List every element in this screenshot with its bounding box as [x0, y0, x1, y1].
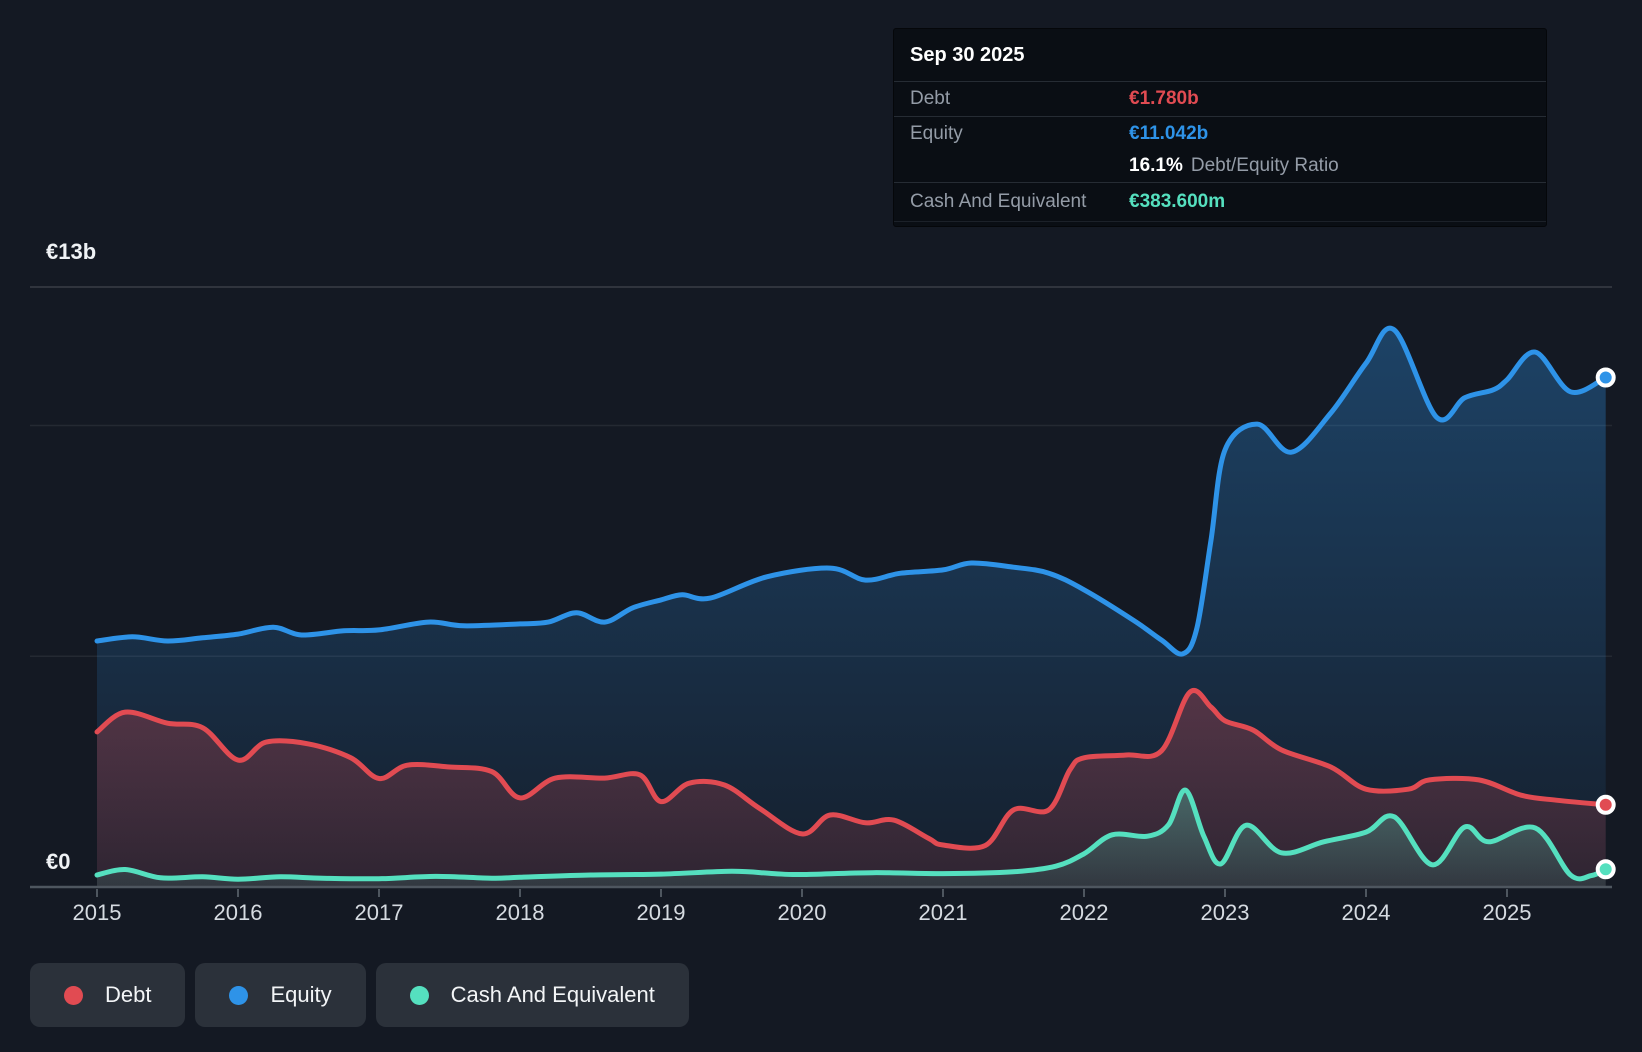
tooltip-equity-label: Equity	[910, 123, 1129, 145]
x-axis-label-2016: 2016	[214, 900, 263, 925]
tooltip-cash-label: Cash And Equivalent	[910, 191, 1129, 213]
tooltip-debt-label: Debt	[910, 88, 1129, 110]
x-axis-label-2021: 2021	[919, 900, 968, 925]
tooltip-row-debt: Debt €1.780b	[894, 82, 1546, 117]
equity-series-dot-icon	[229, 986, 248, 1005]
x-axis-label-2023: 2023	[1201, 900, 1250, 925]
tooltip-row-cash: Cash And Equivalent €383.600m	[894, 183, 1546, 222]
x-axis-label-2020: 2020	[778, 900, 827, 925]
tooltip-date: Sep 30 2025	[894, 29, 1546, 82]
tooltip-equity-value: €11.042b	[1129, 123, 1208, 145]
cash-series-dot-icon	[410, 986, 429, 1005]
x-axis-label-2022: 2022	[1060, 900, 1109, 925]
legend-item-debt[interactable]: Debt	[30, 963, 185, 1027]
cash-and-equivalent-end-marker[interactable]	[1598, 861, 1614, 877]
y-axis-label-top: €13b	[46, 239, 96, 264]
debt-series-dot-icon	[64, 986, 83, 1005]
equity-end-marker[interactable]	[1598, 370, 1614, 386]
chart-legend: Debt Equity Cash And Equivalent	[30, 963, 689, 1027]
x-axis-label-2025: 2025	[1483, 900, 1532, 925]
tooltip-cash-value: €383.600m	[1129, 191, 1225, 213]
x-axis-label-2019: 2019	[637, 900, 686, 925]
chart-tooltip: Sep 30 2025 Debt €1.780b Equity €11.042b…	[893, 28, 1547, 227]
x-axis-label-2015: 2015	[73, 900, 122, 925]
debt-equity-cash-chart-page: 2015 2016 2017 2018 2019 2020 2021 2022 2023 2024…	[0, 0, 1642, 1052]
tooltip-ratio-label: Debt/Equity Ratio	[1191, 155, 1339, 177]
tooltip-debt-value: €1.780b	[1129, 88, 1199, 110]
y-axis-label-zero: €0	[46, 849, 70, 874]
x-axis-label-2018: 2018	[496, 900, 545, 925]
legend-debt-label: Debt	[105, 982, 151, 1008]
legend-item-cash[interactable]: Cash And Equivalent	[376, 963, 689, 1027]
x-axis-label-2024: 2024	[1342, 900, 1391, 925]
debt-end-marker[interactable]	[1598, 797, 1614, 813]
tooltip-row-equity: Equity €11.042b	[894, 117, 1546, 150]
legend-cash-label: Cash And Equivalent	[451, 982, 655, 1008]
legend-item-equity[interactable]: Equity	[195, 963, 365, 1027]
legend-equity-label: Equity	[270, 982, 331, 1008]
tooltip-ratio-value: 16.1%	[1129, 155, 1183, 177]
x-axis-label-2017: 2017	[355, 900, 404, 925]
tooltip-row-ratio: 16.1% Debt/Equity Ratio	[894, 150, 1546, 183]
